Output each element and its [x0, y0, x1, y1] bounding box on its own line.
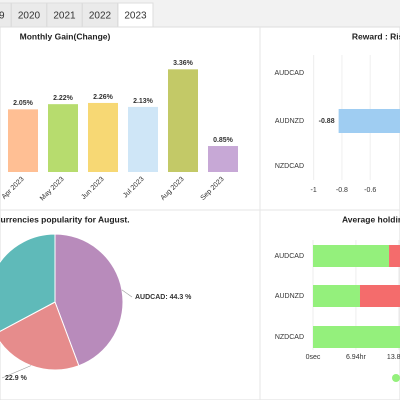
pie-slice [0, 233, 56, 332]
value-label: 3.36% [173, 60, 194, 67]
bar [88, 102, 118, 172]
tab-label[interactable]: 2019 [0, 11, 5, 22]
bar [128, 106, 158, 172]
tab-label[interactable]: 2022 [89, 11, 112, 22]
value-label: 0.85% [213, 137, 234, 144]
tab-label[interactable]: 2020 [18, 11, 41, 22]
chart-title: Average holding time [342, 214, 400, 224]
value-label: 2.05% [13, 100, 34, 107]
tab[interactable] [82, 2, 118, 28]
bar [168, 69, 198, 172]
value-label: AUDCAD: 44.3 % [135, 294, 192, 301]
tab-label[interactable]: 2021 [53, 11, 76, 22]
x-tick-label: -0.8 [336, 187, 348, 194]
tab[interactable] [117, 2, 154, 28]
y-tick-label: AUDCAD [274, 70, 304, 77]
bar [48, 104, 78, 172]
y-tick-label: AUDNZD [275, 293, 304, 300]
leader-line [1, 365, 32, 379]
x-tick-label: -1 [311, 187, 317, 194]
y-tick-label: AUDNZD [275, 118, 304, 125]
chart-title: Currencies popularity for August. [0, 214, 130, 224]
bar-segment [389, 245, 400, 267]
value-label: 2.22% [53, 95, 74, 102]
x-tick-label: 13.88hr [387, 354, 400, 361]
x-tick-label: 0sec [306, 354, 321, 361]
bar [208, 146, 238, 172]
value-label: 2.13% [133, 98, 154, 105]
tab-label[interactable]: 2023 [124, 11, 147, 22]
leader-line [121, 289, 133, 298]
pie-slice [54, 233, 124, 367]
value-label: 22.9 % [5, 375, 28, 382]
bar [338, 109, 400, 133]
chart-title: Monthly Gain(Change) [20, 31, 111, 41]
x-tick-label: 6.94hr [346, 354, 367, 361]
bar-segment [313, 326, 400, 348]
chart-title: Reward : Risk [352, 31, 400, 41]
y-tick-label: NZDCAD [275, 334, 304, 341]
bar [8, 109, 38, 172]
bar-segment [313, 245, 390, 267]
y-tick-label: AUDCAD [274, 253, 304, 260]
pie-slice [0, 301, 80, 371]
tab[interactable] [46, 2, 83, 28]
value-label: 2.26% [93, 94, 114, 101]
bar-segment [313, 285, 360, 307]
x-tick-label: -0.6 [364, 187, 376, 194]
legend-marker[interactable] [392, 374, 400, 382]
bar-segment [359, 285, 400, 307]
y-tick-label: NZDCAD [275, 163, 304, 170]
value-label: -0.88 [319, 118, 335, 125]
